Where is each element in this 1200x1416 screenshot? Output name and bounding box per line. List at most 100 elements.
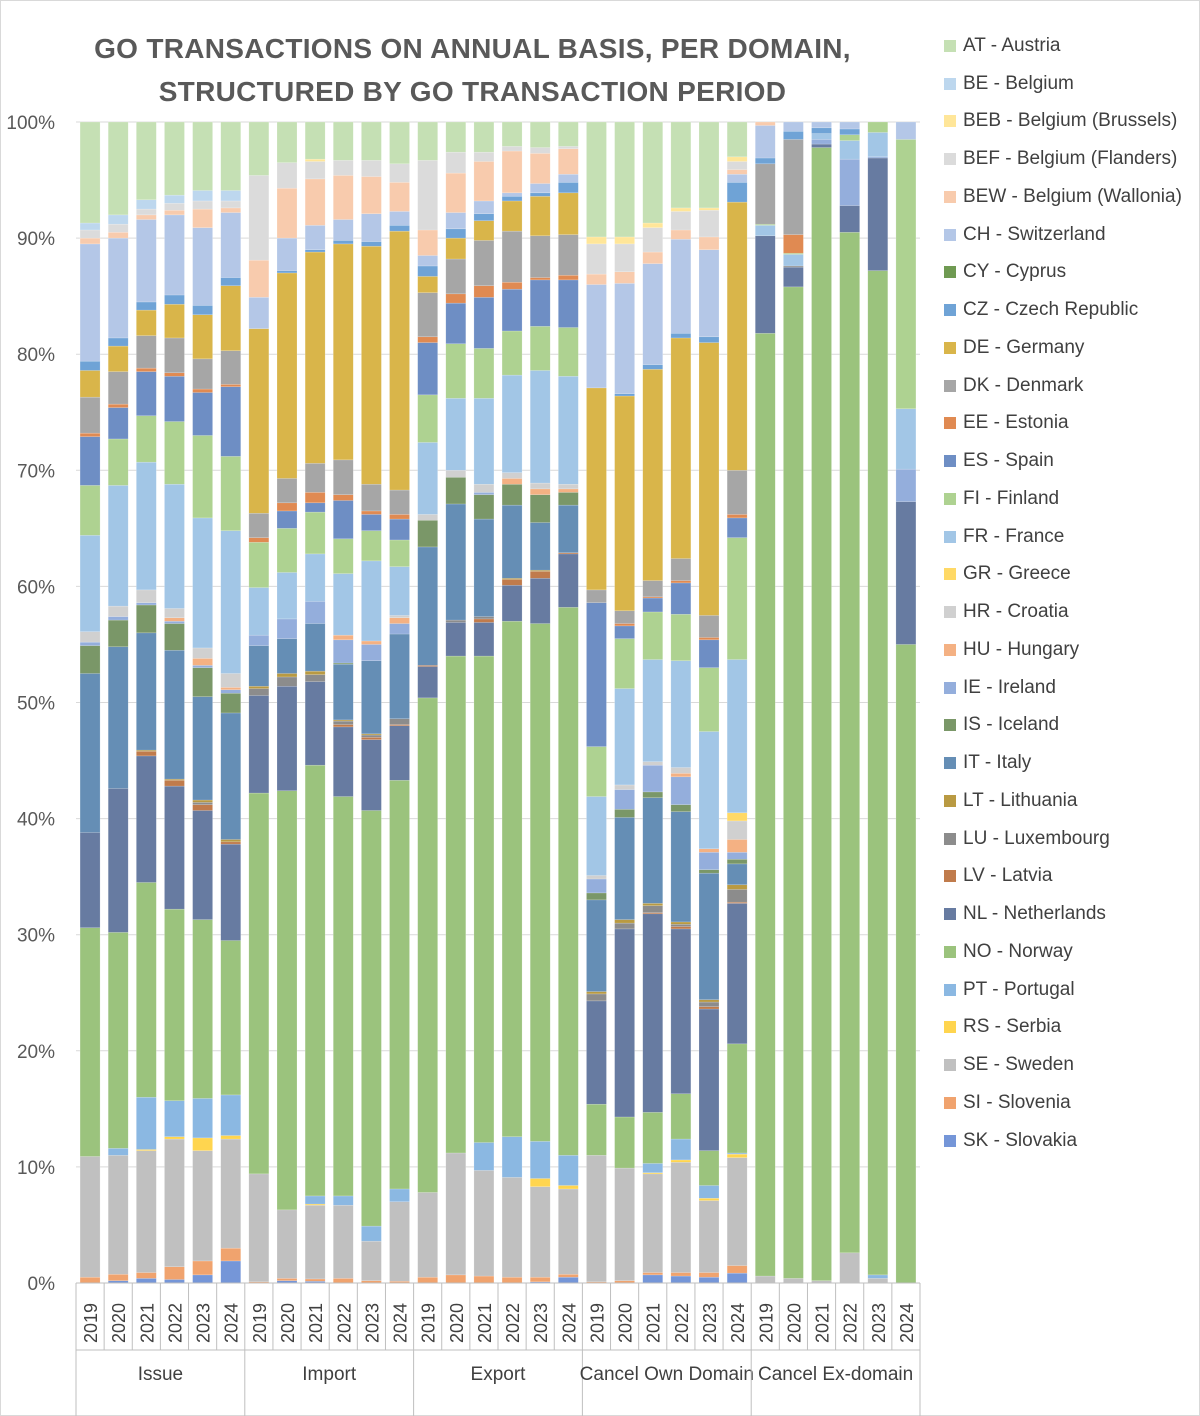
bar-segment-dk: [276, 478, 298, 504]
bar-segment-si: [220, 1247, 241, 1262]
legend-swatch: [944, 945, 956, 958]
bar-segment-ee: [107, 403, 129, 408]
bar-segment-se: [755, 1275, 776, 1284]
bar-segment-it: [417, 546, 438, 666]
bar-segment-sk: [192, 1274, 213, 1284]
legend-item: BEB - Belgium (Brussels): [944, 103, 1182, 141]
bar-segment-dk: [642, 580, 663, 598]
bar-segment-ch: [192, 227, 213, 306]
legend-label: PT - Portugal: [963, 978, 1075, 1000]
bar-segment-no: [726, 1043, 748, 1154]
bar-segment-ch: [586, 284, 607, 389]
bar-segment-pt: [192, 1098, 213, 1139]
bar-segment-bef: [136, 208, 157, 216]
legend-item: BE - Belgium: [944, 65, 1182, 103]
x-tick-label-year: 2021: [137, 1303, 157, 1343]
bar-segment-it: [670, 811, 692, 923]
bar-segment-fi: [529, 326, 551, 371]
bar-segment-se: [361, 1240, 382, 1281]
legend-swatch: [944, 455, 956, 468]
bar-segment-fi: [867, 121, 889, 133]
legend-swatch: [944, 304, 956, 317]
bar-segment-bef: [192, 200, 213, 210]
bar-segment-si: [79, 1276, 101, 1284]
y-tick-label: 60%: [17, 577, 55, 598]
bar-segment-lv: [473, 618, 495, 623]
bar-segment-lv: [164, 780, 185, 787]
bar-segment-it: [79, 673, 101, 833]
bar-segment-ie: [276, 618, 298, 639]
legend-swatch: [944, 870, 956, 883]
bar-segment-ch: [304, 225, 326, 250]
bar-segment-be: [107, 214, 129, 225]
y-tick-label: 70%: [17, 461, 55, 482]
bar-segment-bef: [501, 146, 523, 152]
bar-segment-bef: [304, 161, 326, 180]
bar-segment-it: [136, 632, 157, 751]
bar-segment-si: [136, 1272, 157, 1279]
legend-swatch: [944, 983, 956, 996]
y-tick-label: 90%: [17, 229, 55, 250]
bar-segment-ch: [726, 173, 748, 183]
bar-segment-lv: [529, 571, 551, 579]
bar-segment-lt: [642, 903, 663, 906]
bar-segment-es: [276, 510, 298, 529]
legend-item: HU - Hungary: [944, 631, 1182, 669]
y-tick-label: 50%: [17, 694, 55, 715]
bar-segment-nl: [698, 1008, 720, 1151]
bar-segment-it: [361, 660, 382, 735]
bar-segment-ch: [783, 121, 804, 132]
bar-segment-de: [642, 369, 663, 581]
bar-segment-bew: [164, 209, 185, 216]
bar-segment-nl: [276, 685, 298, 791]
bar-segment-ee: [304, 492, 326, 504]
bar-segment-si: [698, 1272, 720, 1278]
bar-segment-is: [501, 483, 523, 506]
bar-segment-se: [164, 1138, 185, 1267]
bar-segment-se: [670, 1162, 692, 1273]
bar-segment-nl: [895, 501, 917, 645]
bar-segment-no: [276, 790, 298, 1211]
bar-segment-bef: [417, 160, 438, 231]
bar-segment-nl: [558, 553, 579, 608]
bar-segment-lt: [276, 673, 298, 678]
bar-segment-ee: [361, 510, 382, 515]
bar-segment-hr: [417, 514, 438, 521]
bar-segment-hr: [136, 589, 157, 603]
bar-segment-lu: [333, 720, 354, 725]
bar-segment-lv: [361, 737, 382, 740]
bar-segment-it: [529, 522, 551, 571]
bar-segment-es: [698, 639, 720, 668]
bar-segment-fr: [304, 553, 326, 602]
bar-segment-at: [248, 121, 270, 176]
bar-segment-cz: [783, 131, 804, 140]
bar-segment-bef: [220, 200, 241, 209]
bar-segment-se: [529, 1186, 551, 1278]
bar-segment-no: [586, 1103, 607, 1156]
bar-segment-hr: [586, 875, 607, 880]
bar-segment-bew: [755, 121, 776, 126]
bar-segment-bef: [164, 203, 185, 211]
bar-segment-lv: [136, 751, 157, 757]
bar-segment-is: [614, 809, 635, 818]
legend-label: BEF - Belgium (Flanders): [963, 148, 1178, 170]
bar-segment-is: [586, 892, 607, 901]
bar-segment-ee: [501, 281, 523, 290]
bar-segment-is: [558, 492, 579, 506]
bar-segment-hr: [107, 605, 129, 617]
bar-segment-pt: [670, 1138, 692, 1161]
bar-segment-at: [136, 121, 157, 201]
legend-item: FR - France: [944, 518, 1182, 556]
legend-item: FI - Finland: [944, 480, 1182, 518]
bar-segment-no: [783, 286, 804, 1279]
legend-swatch: [944, 530, 956, 543]
bar-segment-lt: [698, 999, 720, 1003]
bar-segment-nl: [783, 266, 804, 288]
bar-segment-ee: [783, 234, 804, 254]
bar-segment-cz: [473, 213, 495, 221]
bar-segment-dk: [726, 470, 748, 515]
bar-segment-bew: [529, 153, 551, 184]
bar-segment-bef: [586, 243, 607, 275]
bar-segment-es: [389, 518, 410, 541]
x-tick-label-year: 2023: [700, 1303, 720, 1343]
